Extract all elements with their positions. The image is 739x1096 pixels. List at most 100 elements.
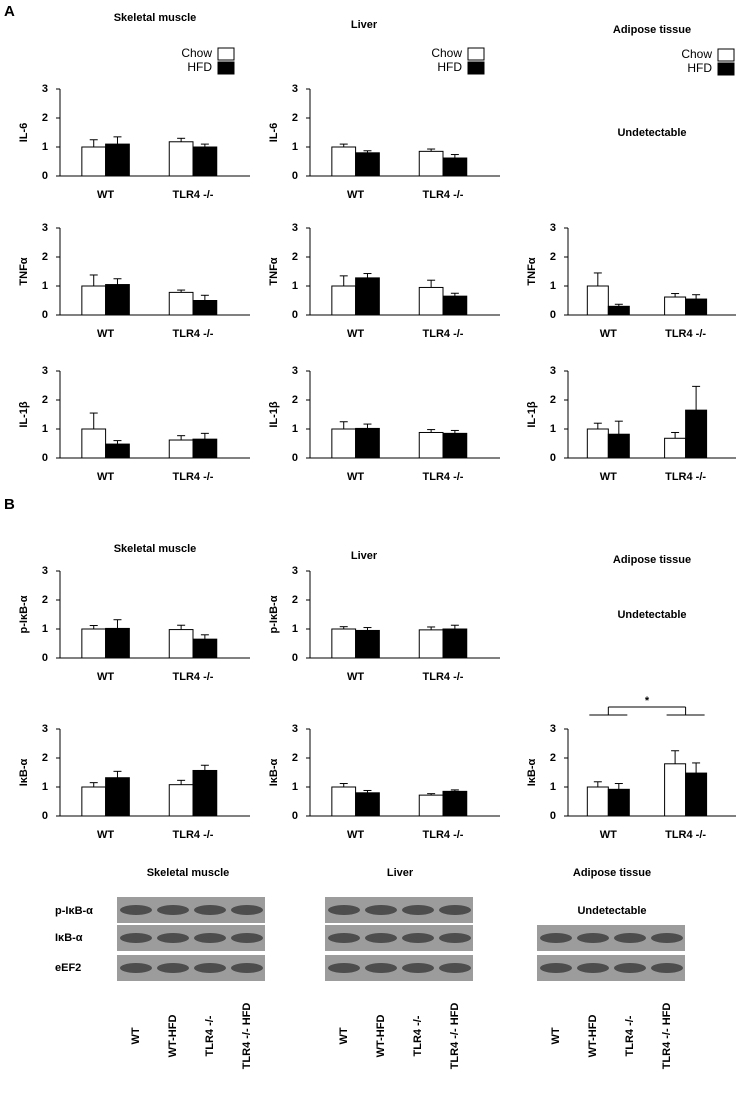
x-tick-label: TLR4 -/-: [423, 189, 464, 201]
bar: [418, 150, 444, 177]
legend-label: HFD: [687, 61, 712, 75]
bar: [81, 428, 107, 459]
blot-band: [231, 933, 263, 943]
y-tick-label: 0: [550, 452, 556, 464]
y-tick-label: 0: [550, 309, 556, 321]
blot-row-label: p-IκB-α: [55, 905, 93, 917]
y-tick-label: 0: [42, 452, 48, 464]
bar: [442, 157, 468, 177]
bar: [81, 146, 107, 177]
blot-band: [365, 905, 397, 915]
bar: [168, 291, 194, 316]
y-tick-label: 0: [42, 309, 48, 321]
y-tick-label: 2: [42, 394, 48, 406]
legend-label: Chow: [681, 47, 712, 61]
bar: [355, 629, 380, 659]
bar: [168, 439, 194, 459]
blot-band: [328, 933, 360, 943]
y-axis-label: p-IκB-α: [268, 595, 280, 633]
blot-band: [577, 963, 609, 973]
bar: [168, 629, 194, 659]
blot-band: [231, 963, 263, 973]
bar: [331, 146, 357, 177]
blot-band: [120, 933, 152, 943]
blot-band: [157, 963, 189, 973]
x-tick-label: WT: [347, 189, 364, 201]
bar: [192, 769, 218, 817]
lane-label: WT: [338, 1027, 350, 1044]
bar: [192, 438, 218, 459]
y-tick-label: 0: [42, 652, 48, 664]
x-tick-label: TLR4 -/-: [173, 189, 214, 201]
y-axis-label: IL-1β: [526, 401, 538, 428]
column-title: Liver: [351, 19, 378, 31]
bar: [442, 790, 468, 817]
legend-swatch: [467, 47, 485, 61]
y-tick-label: 2: [292, 112, 298, 124]
blot-band: [439, 963, 471, 973]
blot-band: [157, 905, 189, 915]
blot-band: [651, 963, 683, 973]
lane-label: WT: [550, 1027, 562, 1044]
y-tick-label: 3: [292, 723, 298, 735]
y-tick-label: 2: [292, 752, 298, 764]
panel-label: B: [4, 496, 15, 513]
x-tick-label: TLR4 -/-: [173, 471, 214, 483]
blot-band: [614, 933, 646, 943]
legend-label: Chow: [431, 46, 462, 60]
lane-label: WT-HFD: [167, 1015, 179, 1058]
lane-label: WT-HFD: [375, 1015, 387, 1058]
lane-label: WT: [130, 1027, 142, 1044]
y-tick-label: 0: [550, 810, 556, 822]
x-tick-label: WT: [600, 471, 617, 483]
x-tick-label: WT: [600, 328, 617, 340]
y-tick-label: 2: [550, 752, 556, 764]
bar: [168, 141, 194, 177]
bar: [192, 638, 218, 659]
lane-label: TLR4 -/-: [624, 1015, 636, 1056]
y-tick-label: 0: [42, 810, 48, 822]
undetectable-note: Undetectable: [617, 609, 686, 621]
bar: [607, 433, 630, 459]
y-tick-label: 1: [292, 781, 298, 793]
lane-label: TLR4 -/- HFD: [449, 1003, 461, 1070]
bar: [331, 786, 357, 817]
blot-title: Skeletal muscle: [147, 867, 230, 879]
blot-band: [157, 933, 189, 943]
bar: [418, 794, 444, 817]
y-tick-label: 2: [42, 752, 48, 764]
bar: [331, 628, 357, 659]
blot-band: [402, 933, 434, 943]
x-tick-label: WT: [600, 829, 617, 841]
y-tick-label: 3: [550, 365, 556, 377]
bar: [331, 285, 357, 316]
y-tick-label: 2: [550, 394, 556, 406]
x-tick-label: WT: [347, 471, 364, 483]
y-tick-label: 2: [292, 594, 298, 606]
y-tick-label: 0: [292, 810, 298, 822]
column-title: Adipose tissue: [613, 554, 691, 566]
y-tick-label: 3: [292, 365, 298, 377]
panel-label: A: [4, 3, 15, 20]
x-tick-label: TLR4 -/-: [173, 829, 214, 841]
blot-band: [439, 905, 471, 915]
bar: [685, 298, 708, 316]
y-axis-label: p-IκB-α: [18, 595, 30, 633]
legend-label: HFD: [187, 60, 212, 74]
bar: [607, 788, 630, 817]
x-tick-label: TLR4 -/-: [665, 328, 706, 340]
y-tick-label: 1: [42, 781, 48, 793]
x-tick-label: TLR4 -/-: [665, 829, 706, 841]
blot-band: [194, 933, 226, 943]
legend-swatch: [217, 47, 235, 61]
lane-label: TLR4 -/- HFD: [241, 1003, 253, 1070]
x-tick-label: TLR4 -/-: [423, 328, 464, 340]
bar: [81, 786, 107, 817]
bar: [168, 784, 194, 817]
legend-label: Chow: [181, 46, 212, 60]
blot-band: [651, 933, 683, 943]
y-tick-label: 2: [42, 112, 48, 124]
bar: [105, 284, 130, 316]
blot-band: [120, 963, 152, 973]
